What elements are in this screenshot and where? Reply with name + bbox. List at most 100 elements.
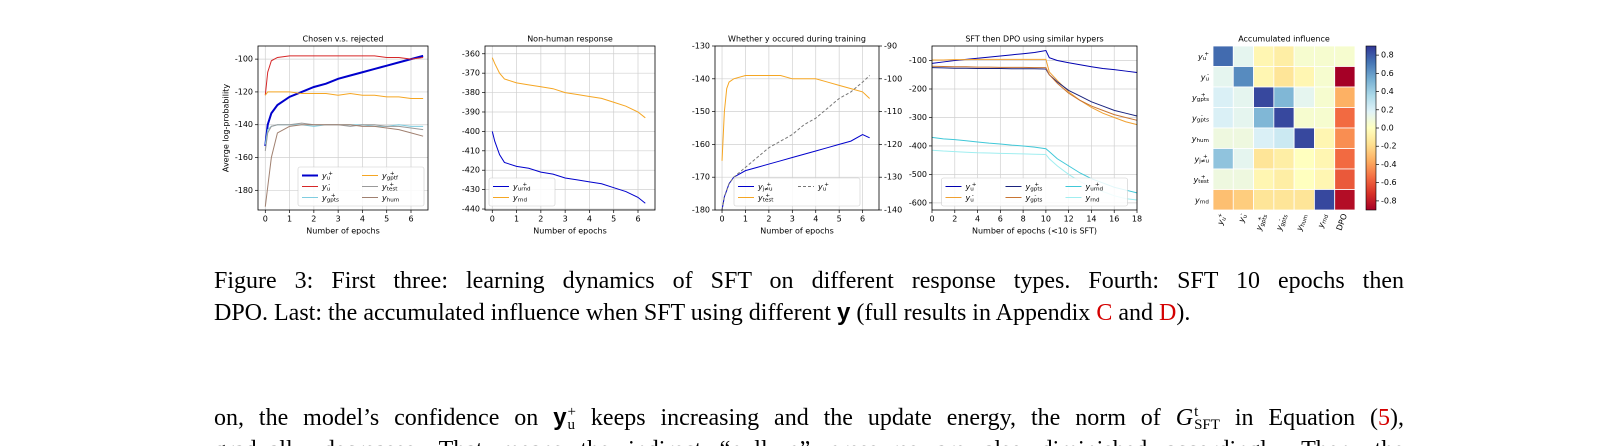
colorbar-tick-label: 0.4 xyxy=(1381,87,1394,96)
heatmap-cell xyxy=(1253,127,1275,149)
x-tick-label: 2 xyxy=(311,215,316,224)
line-series xyxy=(721,75,870,211)
heatmap-cell xyxy=(1334,168,1356,190)
line-series xyxy=(264,122,424,152)
plot-frame xyxy=(931,45,1138,211)
colorbar-tick-label: 0.0 xyxy=(1381,124,1394,133)
x-tick-label: 4 xyxy=(975,215,980,224)
legend-label: yurnd+ xyxy=(1085,181,1104,191)
y2-tick-label: -120 xyxy=(884,140,902,149)
x-tick-label: 0 xyxy=(929,215,934,224)
y-tick-label: -420 xyxy=(462,166,480,175)
x-tick-label: 4 xyxy=(587,215,592,224)
heatmap-cell xyxy=(1273,45,1295,67)
heatmap-cell xyxy=(1232,127,1254,149)
line-series xyxy=(931,67,1138,117)
heatmap-cell xyxy=(1212,127,1234,149)
x-tick-label: 8 xyxy=(1021,215,1026,224)
line-series xyxy=(491,57,646,119)
heatmap-cell xyxy=(1253,86,1275,108)
row-label: yj≠u+ xyxy=(1193,154,1209,164)
legend-label: yu- xyxy=(321,181,331,191)
plot-frame xyxy=(714,45,880,211)
column-label: ygpts+ xyxy=(1253,212,1269,233)
row-label: yrnd xyxy=(1194,195,1209,205)
y-tick-label: -100 xyxy=(235,55,253,64)
heatmap-cell xyxy=(1314,86,1336,108)
line-series xyxy=(264,55,424,96)
legend-label: yu- xyxy=(965,192,975,202)
y-tick-label: -180 xyxy=(235,186,253,195)
y-tick-label: -160 xyxy=(692,140,710,149)
x-axis-label: Number of epochs xyxy=(533,227,606,236)
caption-text: ). xyxy=(1176,300,1191,326)
heatmap-cell xyxy=(1293,189,1315,211)
column-label: yhum xyxy=(1294,212,1310,233)
equation-link[interactable]: 5 xyxy=(1378,405,1390,431)
y-tick-label: -360 xyxy=(462,49,480,58)
body-text-run: on, the model’s confidence on xyxy=(214,405,554,431)
heatmap-cell xyxy=(1232,189,1254,211)
plot-frame xyxy=(484,45,656,211)
heatmap-cell xyxy=(1212,189,1234,211)
heatmap-cell xyxy=(1314,168,1336,190)
x-tick-label: 1 xyxy=(514,215,519,224)
line-series xyxy=(264,54,424,147)
heatmap-cell xyxy=(1212,45,1234,67)
x-tick-label: 12 xyxy=(1064,215,1074,224)
row-label: yu+ xyxy=(1197,51,1209,61)
heatmap-cell xyxy=(1212,168,1234,190)
line-series xyxy=(931,65,1138,121)
row-label: ygpts- xyxy=(1191,113,1209,123)
legend-label: ygpts- xyxy=(1025,192,1043,202)
y-tick-label: -410 xyxy=(462,146,480,155)
x-tick-label: 1 xyxy=(743,215,748,224)
column-label: yrnd xyxy=(1315,212,1330,230)
heatmap-cell xyxy=(1293,168,1315,190)
colorbar-tick-label: 0.2 xyxy=(1381,105,1394,114)
chart-title: Whether y occured during training xyxy=(728,35,866,44)
x-tick-label: 2 xyxy=(538,215,543,224)
x-tick-label: 3 xyxy=(563,215,568,224)
heatmap-cell xyxy=(1253,148,1275,170)
heatmap-cell xyxy=(1232,148,1254,170)
legend-label: yu+ xyxy=(817,181,829,191)
caption-text: DPO. Last: the accumulated influence whe… xyxy=(214,300,837,326)
x-tick-label: 6 xyxy=(635,215,640,224)
legend-label: yhum xyxy=(381,193,399,203)
y-tick-label: -390 xyxy=(462,107,480,116)
caption-text: and xyxy=(1112,300,1159,326)
x-tick-label: 6 xyxy=(408,215,413,224)
row-label: ygpts+ xyxy=(1191,92,1209,102)
heatmap-cell xyxy=(1314,189,1336,211)
row-label: ytest+ xyxy=(1193,174,1210,184)
column-label: ygpts- xyxy=(1273,212,1289,233)
heatmap-cell xyxy=(1232,107,1254,129)
x-tick-label: 14 xyxy=(1086,215,1096,224)
heatmap-cell xyxy=(1273,66,1295,88)
appendix-link[interactable]: D xyxy=(1158,300,1177,326)
colorbar-tick-label: 0.8 xyxy=(1381,51,1394,60)
body-text: on, the model’s confidence on y + u keeps … xyxy=(214,402,1404,446)
caption-line: Figure 3: First three: learning dynamics… xyxy=(214,268,1404,294)
y-tick-label: -500 xyxy=(909,170,927,179)
y2-tick-label: -140 xyxy=(884,206,902,215)
heatmap-cell xyxy=(1334,189,1356,211)
appendix-link[interactable]: C xyxy=(1096,300,1113,326)
y2-tick-label: -100 xyxy=(884,74,902,83)
heatmap-cell xyxy=(1212,107,1234,129)
x-tick-label: 0 xyxy=(263,215,268,224)
body-line: on, the model’s confidence on y + u keeps … xyxy=(214,402,1404,434)
legend-label: yu+ xyxy=(321,170,333,180)
chart-title: SFT then DPO using similar hypers xyxy=(965,35,1103,44)
legend-box xyxy=(941,177,1128,207)
legend-label: yurnd+ xyxy=(512,181,531,191)
heatmap-cell xyxy=(1273,189,1295,211)
row-label: yhum xyxy=(1191,134,1209,144)
y2-tick-label: -130 xyxy=(884,173,902,182)
legend-label: ygpts+ xyxy=(1025,181,1043,191)
y-tick-label: -400 xyxy=(909,141,927,150)
heatmap-cell xyxy=(1334,127,1356,149)
y-tick-label: -200 xyxy=(909,84,927,93)
